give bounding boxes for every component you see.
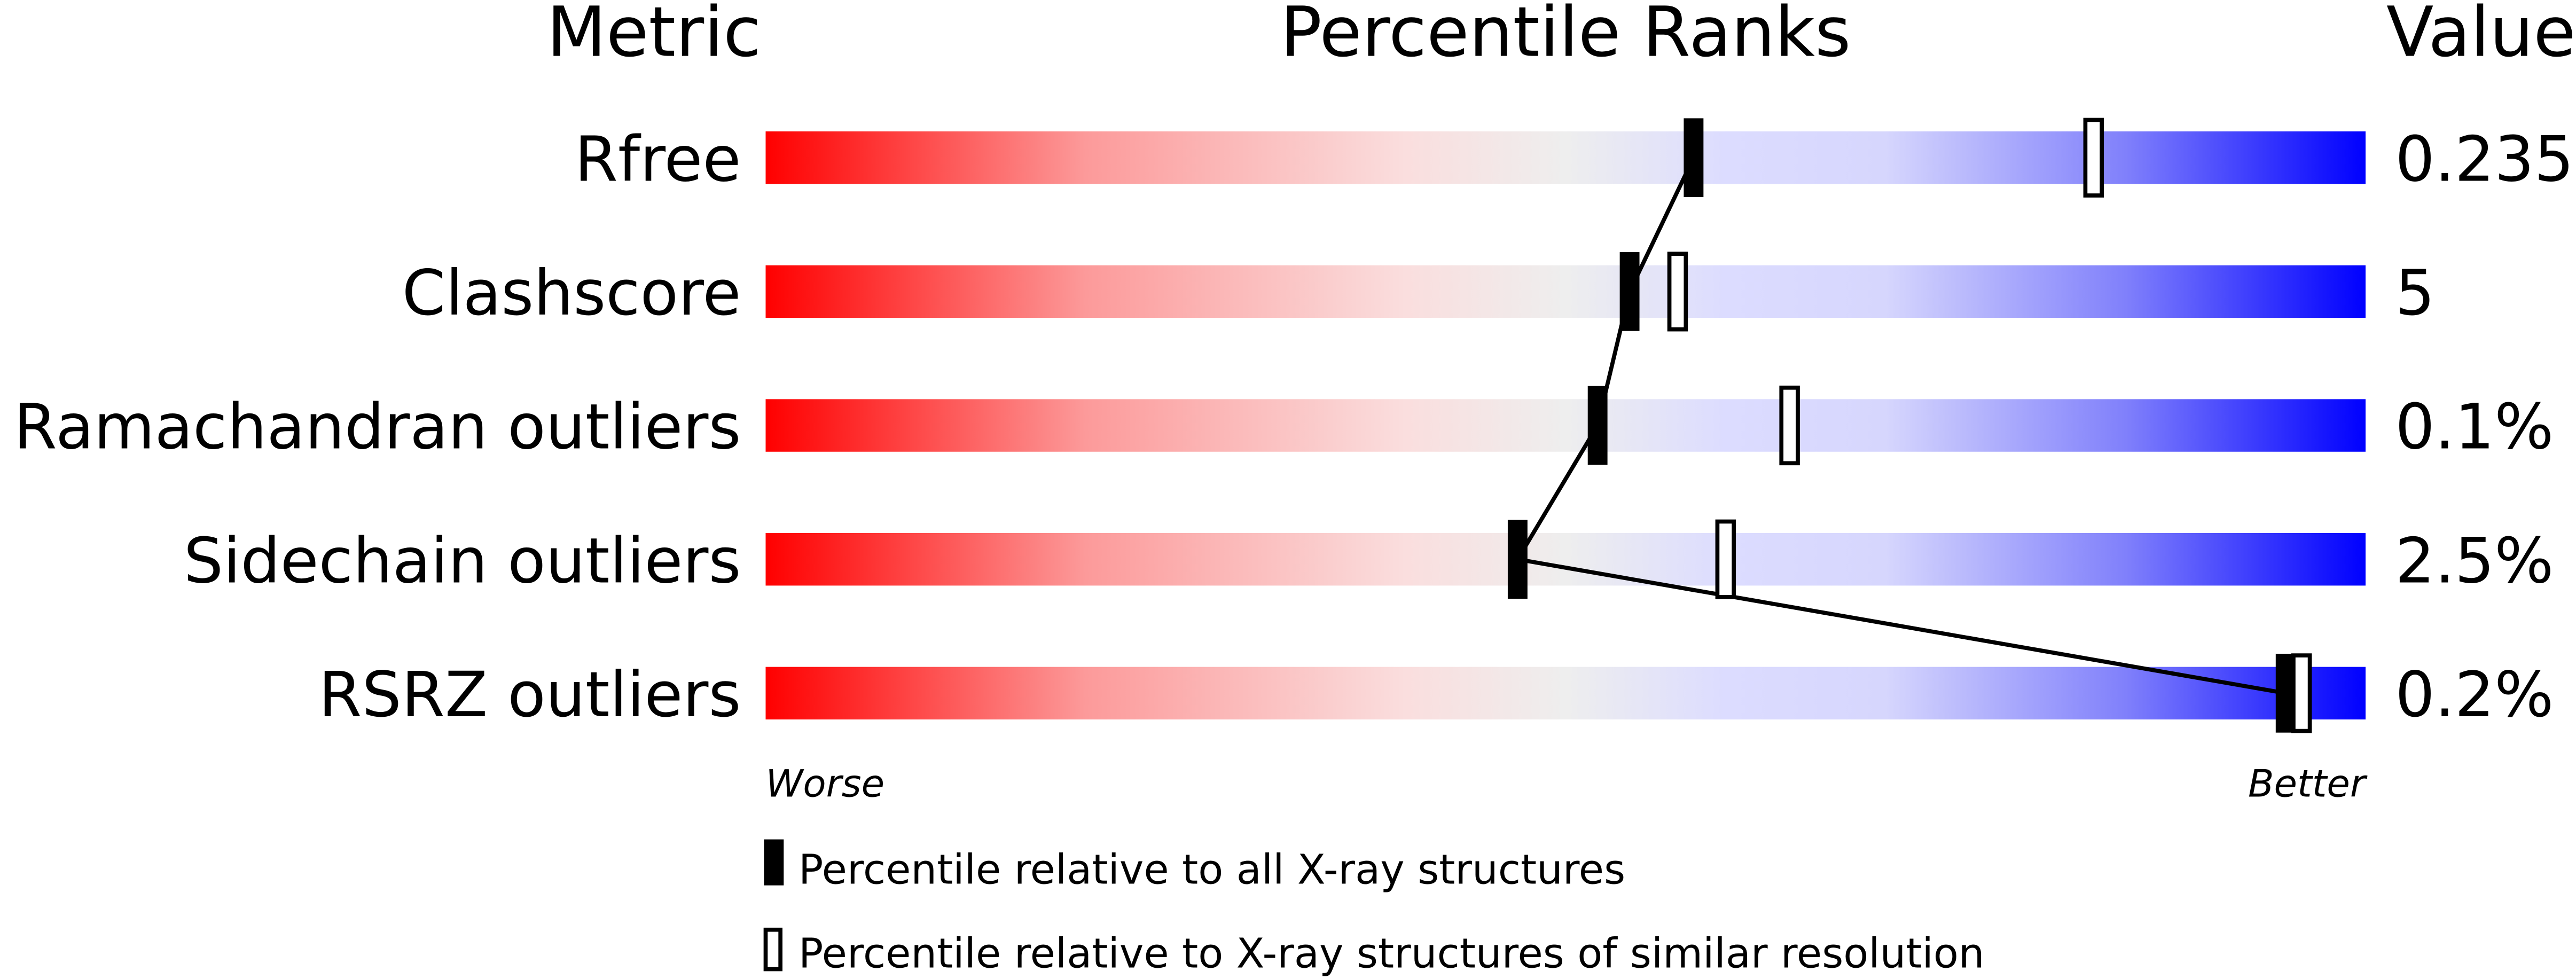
metric-label: RSRZ outliers	[318, 659, 741, 731]
marker-all-structures	[1587, 386, 1608, 465]
metric-value: 0.1%	[2395, 391, 2554, 464]
metric-value: 0.235	[2395, 123, 2574, 195]
percentile-bar	[765, 265, 2366, 318]
metric-value: 5	[2395, 257, 2434, 330]
metric-label: Clashscore	[402, 257, 741, 330]
percentile-bar	[765, 667, 2366, 720]
marker-all-structures	[1507, 520, 1528, 599]
header-value: Value	[2386, 0, 2576, 73]
marker-similar-resolution	[2291, 653, 2312, 733]
marker-similar-resolution	[2083, 118, 2104, 198]
percentile-bar	[765, 399, 2366, 452]
legend-all: Percentile relative to all X-ray structu…	[798, 847, 1625, 894]
metric-label: Ramachandran outliers	[13, 391, 741, 464]
legend-open-marker	[763, 927, 783, 972]
axis-label-worse: Worse	[765, 762, 884, 806]
metric-label: Sidechain outliers	[184, 524, 741, 597]
legend-similar: Percentile relative to X-ray structures …	[798, 930, 1985, 977]
axis-label-better: Better	[2248, 762, 2368, 806]
marker-similar-resolution	[1667, 252, 1688, 332]
marker-all-structures	[1619, 252, 1640, 331]
legend-filled-marker	[764, 839, 784, 886]
marker-similar-resolution	[1715, 519, 1736, 599]
marker-all-structures	[1684, 118, 1704, 198]
percentile-bar	[765, 131, 2366, 184]
marker-all-structures	[2275, 654, 2296, 733]
percentile-bar	[765, 533, 2366, 586]
metric-value: 2.5%	[2395, 524, 2554, 597]
header-percentile-ranks: Percentile Ranks	[1280, 0, 1851, 73]
metric-value: 0.2%	[2395, 659, 2554, 731]
marker-similar-resolution	[1779, 385, 1800, 466]
metric-label: Rfree	[575, 123, 741, 195]
header-metric: Metric	[547, 0, 762, 73]
